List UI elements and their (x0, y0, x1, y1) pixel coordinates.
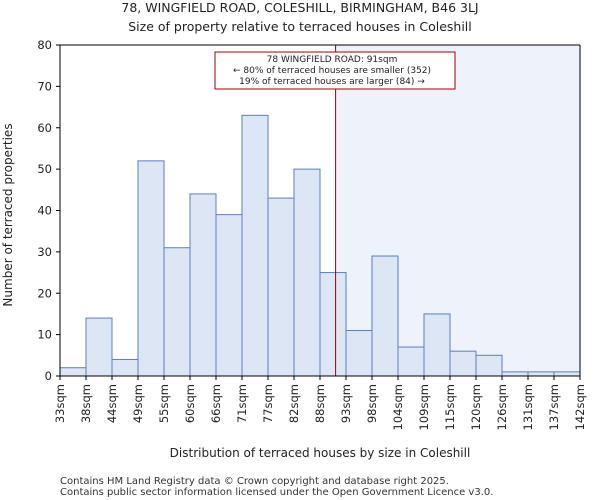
bar-55sqm (163, 247, 191, 377)
chart-subtitle: Size of property relative to terraced ho… (128, 19, 472, 34)
bar-82sqm (293, 168, 321, 377)
x-tick-label: 38sqm (79, 384, 93, 423)
x-tick-label: 82sqm (287, 384, 301, 423)
bar-60sqm (189, 193, 217, 377)
x-tick-label: 131sqm (521, 384, 535, 430)
x-tick-label: 126sqm (495, 384, 509, 430)
y-tick-label: 60 (37, 121, 52, 135)
bar-93sqm (345, 329, 373, 377)
chart-title: 78, WINGFIELD ROAD, COLESHILL, BIRMINGHA… (121, 0, 478, 15)
bar-38sqm (85, 317, 113, 377)
plot-area: 0 10 20 30 40 50 60 70 80 33sqm 38sqm 44sqm 49sqm 55s… (37, 38, 587, 430)
x-tick-label: 137sqm (547, 384, 561, 430)
bar-109sqm (423, 313, 451, 377)
footer-line-2: Contains public sector information licen… (60, 487, 493, 498)
y-tick-label: 0 (45, 369, 52, 383)
y-axis-label: Number of terraced properties (1, 123, 15, 306)
x-tick-label: 71sqm (235, 384, 249, 423)
bar-120sqm (475, 354, 503, 377)
bar-104sqm (397, 346, 425, 377)
bar-137sqm (553, 371, 581, 377)
footer-line-1: Contains HM Land Registry data © Crown c… (60, 476, 449, 487)
x-tick-label: 109sqm (417, 384, 431, 430)
x-tick-label: 77sqm (261, 384, 275, 423)
bar-98sqm (371, 255, 399, 377)
y-tick-label: 30 (37, 245, 52, 259)
bar-44sqm (111, 358, 139, 377)
x-tick-label: 115sqm (443, 384, 457, 430)
x-tick-label: 33sqm (53, 384, 67, 423)
bar-77sqm (267, 197, 295, 377)
annotation-line-2: ← 80% of terraced houses are smaller (35… (233, 66, 431, 76)
bar-115sqm (449, 350, 477, 377)
annotation-line-3: 19% of terraced houses are larger (84) → (239, 77, 425, 87)
x-tick-label: 104sqm (391, 384, 405, 430)
x-tick-label: 142sqm (573, 384, 587, 430)
bar-66sqm (215, 214, 243, 377)
x-tick-label: 120sqm (469, 384, 483, 430)
bar-49sqm (137, 160, 165, 377)
x-tick-label: 88sqm (313, 384, 327, 423)
x-tick-label: 55sqm (157, 384, 171, 423)
annotation-line-1: 78 WINGFIELD ROAD: 91sqm (267, 55, 398, 65)
y-tick-label: 50 (37, 162, 52, 176)
bar-126sqm (501, 371, 529, 377)
y-tick-label: 70 (37, 79, 52, 93)
bar-71sqm (241, 114, 269, 377)
x-axis-label: Distribution of terraced houses by size … (170, 446, 471, 460)
bar-33sqm (59, 367, 87, 377)
x-tick-label: 49sqm (131, 384, 145, 423)
annotation-box (214, 51, 456, 90)
y-tick-label: 20 (37, 286, 52, 300)
bar-88sqm (319, 272, 347, 377)
x-tick-label: 98sqm (365, 384, 379, 423)
y-tick-label: 40 (37, 204, 52, 218)
y-tick-label: 80 (37, 38, 52, 52)
bar-131sqm (527, 371, 555, 377)
y-tick-label: 10 (37, 328, 52, 342)
x-tick-label: 44sqm (105, 384, 119, 423)
x-tick-label: 66sqm (209, 384, 223, 423)
x-tick-label: 60sqm (183, 384, 197, 423)
x-tick-label: 93sqm (339, 384, 353, 423)
